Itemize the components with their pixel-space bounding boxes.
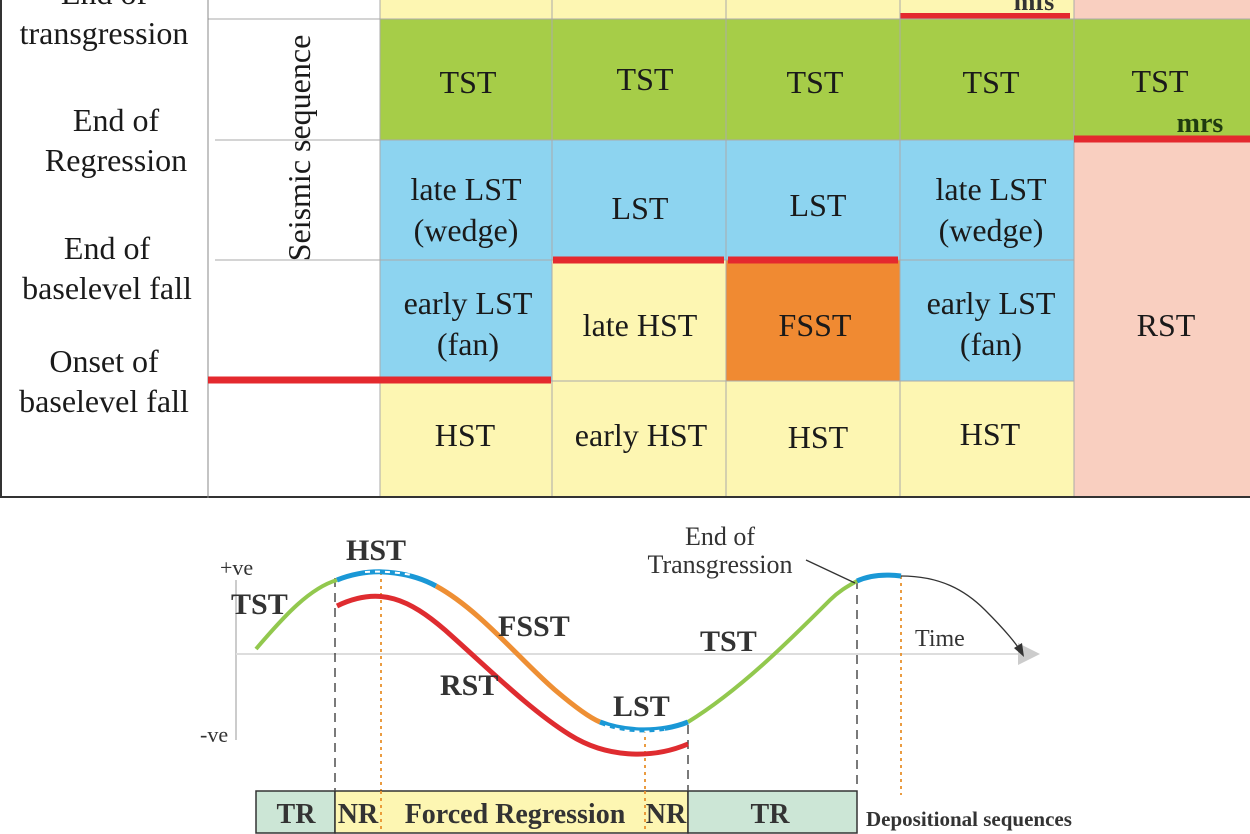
time-label: Time — [915, 626, 965, 652]
row-label-onset-of-baselevel-fall-2: baselevel fall — [19, 383, 189, 419]
hst-curve-label: HST — [346, 534, 406, 567]
col2-tst-cell — [552, 19, 726, 140]
time-arrow-icon — [1018, 643, 1040, 665]
col5-tst-label: TST — [1132, 63, 1189, 99]
seismic-sequence-label: Seismic sequence — [281, 35, 317, 262]
row-label-end-of-baselevel-fall-1: End of — [64, 230, 151, 266]
col1-early-lst-cell — [380, 260, 552, 381]
col4-late-lst-label-1: late LST — [935, 171, 1047, 207]
col1-early-lst-label-1: early LST — [404, 285, 533, 321]
end-transgression-segment — [855, 572, 902, 584]
col3-hst-label: HST — [788, 419, 849, 455]
bar-tr-left — [255, 790, 336, 834]
col3-lst-label: LST — [790, 187, 847, 223]
col4-late-lst-cell — [900, 140, 1074, 260]
future-arrow-icon — [1014, 643, 1024, 657]
end-of-transgression-label-2: Transgression — [648, 550, 793, 579]
mrs-label: mrs — [1177, 108, 1224, 139]
end-of-transgression-label-1: End of — [685, 522, 755, 551]
tst-right-label: TST — [700, 625, 757, 658]
col5-rst-cell — [1074, 140, 1250, 498]
cell-labels: TST late LST (wedge) early LST (fan) HST… — [404, 61, 1196, 455]
col4-early-lst-label-2: (fan) — [960, 326, 1022, 362]
row-label-end-of-regression-1: End of — [73, 102, 160, 138]
systems-tract-table: mfs — [0, 0, 1250, 498]
col2-late-hst-cell — [552, 260, 726, 381]
fsst-curve — [434, 583, 602, 725]
col5-rst-label: RST — [1137, 307, 1196, 343]
depositional-sequences-caption: Depositional sequences — [866, 807, 1072, 831]
top-partial-cell-5 — [1074, 0, 1250, 19]
row-label-end-of-transgression-1: End of — [61, 0, 148, 11]
top-partial-cell-2 — [552, 0, 726, 19]
mfs-label: mfs — [1014, 0, 1054, 16]
col2-tst-label: TST — [617, 61, 674, 97]
plus-ve-label: +ve — [220, 555, 253, 580]
bar-tr-right — [687, 790, 858, 834]
end-of-transgression-pointer — [805, 559, 856, 584]
tst-curve-right — [686, 579, 858, 724]
col2-lst-label: LST — [612, 190, 669, 226]
col4-early-lst-cell — [900, 260, 1074, 381]
col2-early-hst-label: early HST — [575, 417, 708, 453]
col3-fsst-label: FSST — [779, 307, 852, 343]
col2-late-hst-label: late HST — [583, 307, 698, 343]
col1-tst-cell — [380, 19, 552, 140]
col1-late-lst-label-2: (wedge) — [414, 212, 519, 248]
key-surfaces — [208, 135, 1250, 384]
rst-curve-label: RST — [440, 669, 498, 702]
col1-early-lst-label-2: (fan) — [437, 326, 499, 362]
col5-tst-cell — [1074, 19, 1250, 140]
lst-dashed — [604, 725, 666, 733]
sequence-boundaries — [334, 578, 858, 790]
lst-curve — [599, 719, 689, 733]
tst-curve-left — [254, 578, 338, 651]
col4-hst-label: HST — [960, 416, 1021, 452]
bar-label-tr-right: TR — [751, 799, 791, 830]
row-label-end-of-regression-2: Regression — [45, 142, 187, 178]
bar-label-nr-left: NR — [338, 799, 379, 830]
col3-hst-cell — [726, 381, 900, 498]
row-label-onset-of-baselevel-fall-1: Onset of — [49, 343, 159, 379]
col3-fsst-cell — [726, 260, 900, 381]
col1-late-lst-cell — [380, 140, 552, 260]
row-label-end-of-baselevel-fall-2: baselevel fall — [22, 270, 192, 306]
depositional-sequence-bar: TR NR Forced Regression NR TR Deposition… — [255, 790, 1072, 834]
col1-tst-label: TST — [440, 64, 497, 100]
bar-label-forced-regression: Forced Regression — [405, 799, 626, 830]
minus-ve-label: -ve — [200, 722, 228, 747]
fsst-curve-label: FSST — [498, 610, 570, 643]
col2-early-hst-cell — [552, 381, 726, 498]
col3-tst-cell — [726, 19, 900, 140]
top-partial-cell-1 — [380, 0, 552, 19]
col4-tst-cell — [900, 19, 1074, 140]
tst-left-label: TST — [231, 588, 288, 621]
hst-curve — [336, 569, 438, 589]
col3-tst-label: TST — [787, 64, 844, 100]
row-labels: End of transgression End of Regression E… — [19, 0, 192, 419]
table-grid-lines — [208, 0, 1250, 498]
col1-hst-cell — [380, 381, 552, 498]
rst-curve — [335, 593, 689, 757]
curve-labels: TST HST FSST RST LST TST — [231, 534, 757, 723]
top-partial-cell-3 — [726, 0, 900, 19]
bar-forced-regression — [334, 790, 689, 834]
bar-label-nr-right: NR — [646, 799, 687, 830]
col1-hst-label: HST — [435, 417, 496, 453]
col4-hst-cell — [900, 381, 1074, 498]
col4-early-lst-label-1: early LST — [927, 285, 1056, 321]
lst-curve-label: LST — [613, 690, 670, 723]
baselevel-curve-diagram: +ve -ve Time TST HST FSST — [200, 522, 1072, 834]
col3-lst-cell — [726, 140, 900, 260]
col4-late-lst-label-2: (wedge) — [939, 212, 1044, 248]
col2-lst-cell — [552, 140, 726, 260]
col4-tst-label: TST — [963, 64, 1020, 100]
col1-late-lst-label-1: late LST — [410, 171, 522, 207]
hst-dashed — [364, 570, 413, 576]
row-label-end-of-transgression-2: transgression — [20, 15, 189, 51]
future-curve — [900, 575, 1021, 651]
bar-label-tr-left: TR — [277, 799, 317, 830]
